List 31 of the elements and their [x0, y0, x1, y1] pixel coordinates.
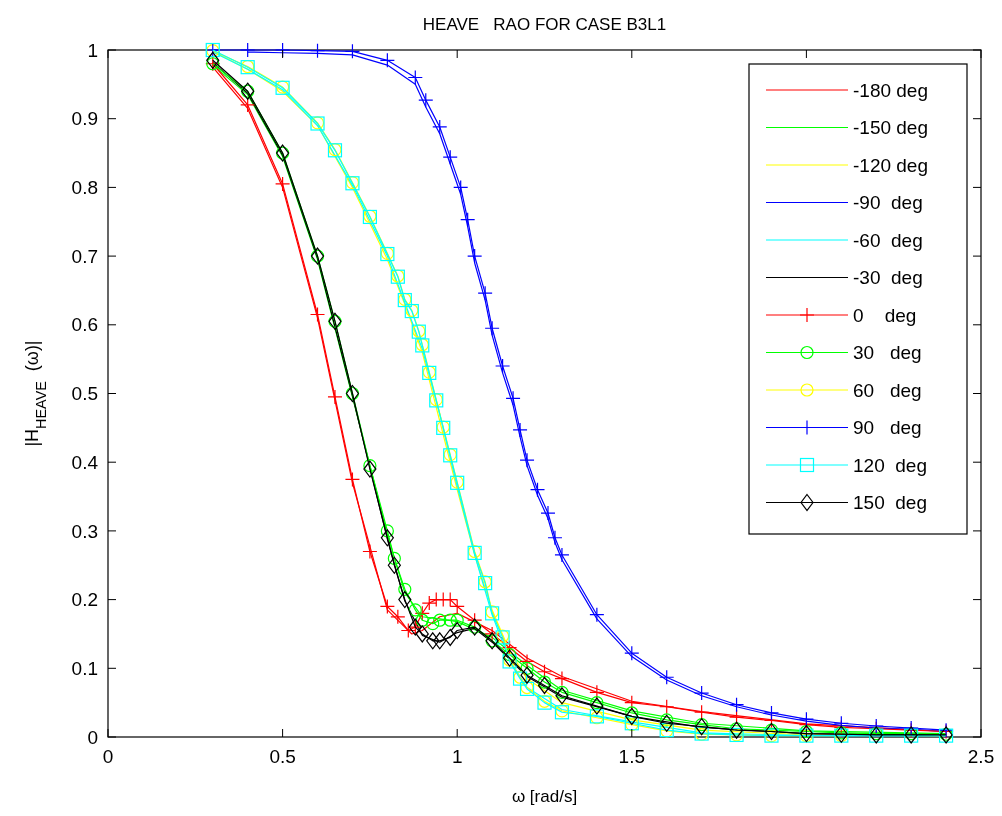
legend-label: 0 deg — [853, 304, 917, 326]
y-tick-label: 0.8 — [71, 177, 98, 199]
legend-label: 120 deg — [853, 454, 927, 476]
y-tick-label: 0.6 — [71, 314, 98, 336]
y-tick-label: 1 — [87, 39, 98, 61]
y-tick-label: 0.3 — [71, 520, 98, 542]
y-tick-label: 0.2 — [71, 589, 98, 611]
x-axis-title: ω [rad/s] — [511, 787, 578, 806]
x-tick-label: 2.5 — [967, 746, 995, 767]
chart-title: HEAVE RAO FOR CASE B3L1 — [422, 15, 667, 34]
x-tick-label: 2 — [801, 746, 812, 767]
legend-label: -90 deg — [853, 192, 923, 214]
legend-label: 30 deg — [853, 342, 922, 364]
x-tick-label: 0.5 — [269, 746, 296, 767]
x-tick-label: 1 — [451, 746, 463, 767]
legend-label: -120 deg — [853, 154, 929, 176]
y-tick-label: 0.9 — [71, 108, 98, 130]
y-tick-label: 0.1 — [71, 657, 98, 679]
x-tick-label: 1.5 — [618, 746, 646, 767]
y-tick-label: 0.4 — [71, 451, 99, 473]
x-tick-label: 0 — [102, 746, 114, 767]
legend-label: 150 deg — [853, 492, 927, 514]
legend-label: 90 deg — [853, 417, 922, 439]
y-tick-label: 0 — [87, 726, 98, 748]
y-tick-label: 0.5 — [71, 383, 98, 405]
legend-label: -180 deg — [853, 79, 929, 101]
y-tick-label: 0.7 — [71, 245, 98, 267]
legend-label: 60 deg — [853, 379, 922, 401]
legend-label: -60 deg — [853, 229, 923, 251]
legend-label: -30 deg — [853, 267, 923, 289]
legend-label: -150 deg — [853, 117, 929, 139]
